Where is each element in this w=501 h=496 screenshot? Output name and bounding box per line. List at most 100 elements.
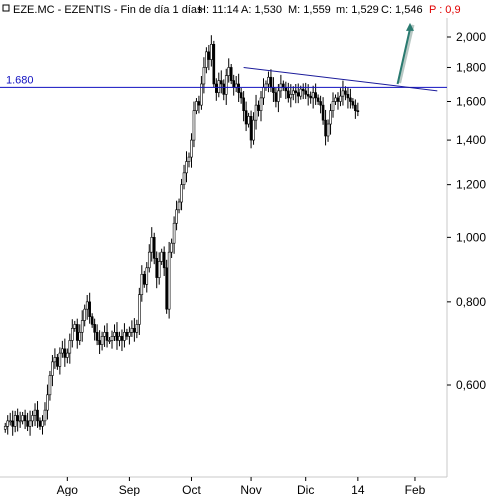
header-title: EZE.MC - EZENTIS - Fin de día 1 días: [13, 4, 203, 16]
y-tick-label: 0,600: [456, 378, 486, 392]
y-tick-label: 1,000: [456, 230, 486, 244]
candle-body: [287, 90, 290, 99]
candle-body: [73, 324, 77, 329]
candle-body: [26, 420, 29, 427]
candle-body: [63, 348, 67, 358]
candle-body: [257, 104, 260, 111]
candles-group: [3, 35, 360, 436]
candle-body: [351, 101, 355, 106]
candle-body: [170, 242, 173, 253]
candle-body: [291, 90, 295, 95]
x-axis: Ago Sep Oct Nov Dic 14 Feb: [57, 477, 426, 496]
candle-body: [31, 415, 34, 422]
candle-body: [165, 267, 168, 310]
candle-body: [110, 336, 114, 341]
candle-body: [331, 101, 335, 111]
candle-body: [341, 90, 345, 97]
candle-body: [3, 426, 7, 430]
x-tick-label: Nov: [240, 483, 261, 496]
candle-body: [98, 340, 101, 345]
candle-body: [210, 44, 213, 60]
candle-body: [157, 261, 161, 278]
candle-body: [115, 332, 119, 341]
candle-body: [103, 332, 106, 337]
candle-body: [237, 83, 240, 93]
y-tick-label: 1,200: [456, 178, 486, 192]
candle-body: [324, 119, 327, 137]
candle-body: [66, 352, 69, 358]
candle-body: [339, 95, 342, 102]
candle-body: [346, 94, 350, 99]
candle-body: [326, 123, 330, 137]
candle-body: [78, 332, 82, 341]
candle-body: [36, 409, 39, 422]
candle-body: [309, 95, 312, 99]
candle-body: [282, 83, 285, 88]
candle-body: [123, 332, 126, 341]
x-tick-label: Oct: [182, 483, 201, 496]
candle-body: [264, 83, 268, 88]
candle-body: [329, 110, 332, 125]
candle-body: [242, 97, 245, 111]
candle-body: [244, 110, 248, 125]
candle-body: [316, 97, 320, 102]
candle-body: [267, 76, 270, 85]
arrow-shadow: [398, 24, 415, 84]
header-min: m: 1,529: [336, 4, 379, 16]
candle-body: [239, 92, 243, 99]
trendline: [243, 66, 438, 92]
candle-body: [274, 92, 278, 102]
candle-body: [70, 328, 74, 341]
header-max: M: 1,559: [288, 4, 331, 16]
candle-body: [252, 119, 255, 141]
overlays-group: 1.680: [0, 22, 447, 92]
candle-body: [61, 348, 64, 354]
candle-body: [85, 301, 89, 310]
candle-body: [172, 222, 176, 244]
candle-body: [185, 161, 188, 174]
candle-body: [249, 116, 253, 141]
candle-body: [33, 409, 37, 416]
candle-body: [113, 332, 116, 337]
candle-body: [301, 88, 305, 92]
candle-body: [75, 324, 79, 341]
x-tick-label: Sep: [119, 483, 141, 496]
candle-body: [46, 394, 49, 411]
candle-body: [190, 139, 193, 158]
candle-body: [152, 237, 156, 259]
candle-body: [229, 67, 233, 81]
candle-body: [227, 67, 231, 76]
candle-body: [28, 420, 32, 427]
candle-body: [219, 80, 223, 85]
candle-body: [205, 51, 208, 68]
candle-body: [105, 332, 109, 341]
candle-body: [135, 324, 139, 333]
candle-body: [147, 251, 151, 269]
candle-body: [334, 97, 337, 102]
candle-body: [88, 301, 91, 317]
candle-body: [130, 328, 134, 333]
candle-body: [269, 76, 273, 88]
candle-body: [18, 420, 22, 423]
x-tick-label: Feb: [405, 483, 426, 496]
candle-body: [311, 92, 315, 99]
candle-body: [195, 101, 198, 111]
candle-body: [177, 201, 181, 211]
candle-body: [90, 316, 94, 325]
candle-body: [51, 361, 54, 376]
candle-body: [217, 80, 221, 93]
header-bar: [1, 1, 454, 17]
candle-body: [319, 101, 322, 106]
candle-body: [93, 324, 96, 333]
candle-body: [140, 273, 144, 296]
candle-body: [167, 251, 171, 310]
x-tick-label: 14: [351, 483, 365, 496]
candle-body: [192, 110, 196, 141]
candle-body: [314, 92, 317, 99]
candle-body: [234, 83, 238, 88]
candle-body: [68, 340, 72, 354]
candle-body: [95, 332, 99, 341]
candle-body: [13, 415, 17, 427]
